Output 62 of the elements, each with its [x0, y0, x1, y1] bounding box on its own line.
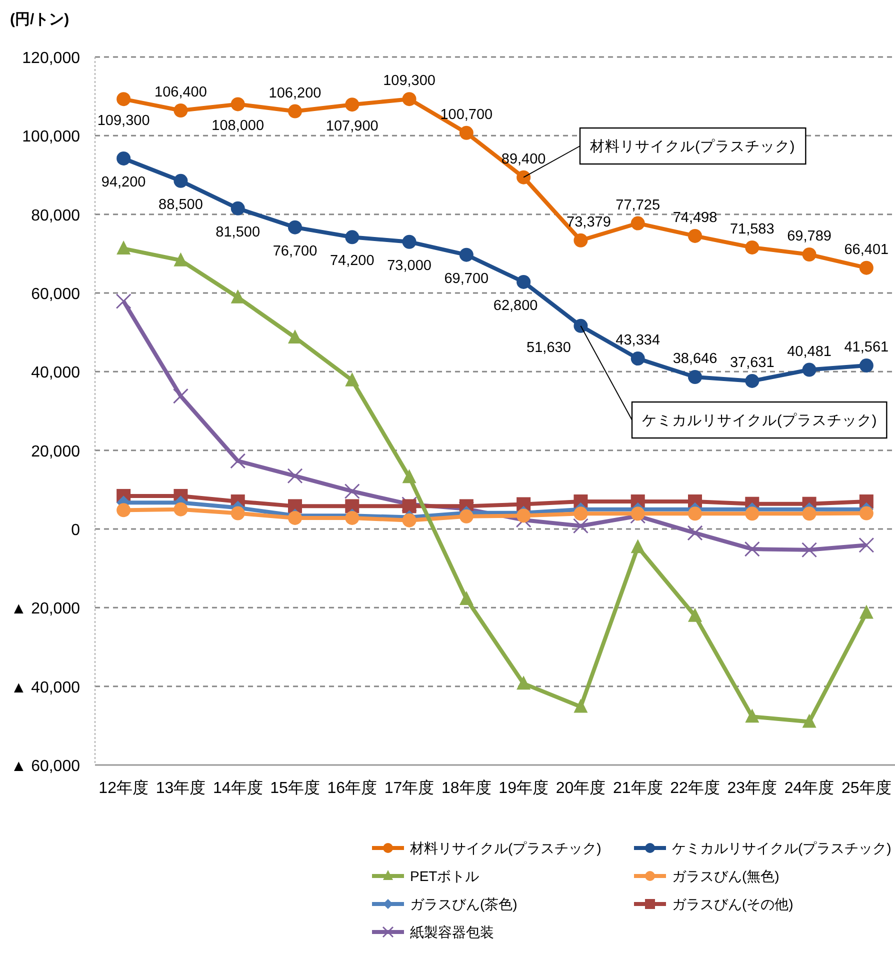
data-label: 71,583 — [730, 221, 774, 238]
data-label: 69,700 — [444, 270, 489, 287]
data-label: 94,200 — [101, 174, 146, 190]
legend-label: ガラスびん(茶色) — [410, 896, 518, 912]
x-tick-label: 25年度 — [842, 779, 892, 797]
legend-label: PETボトル — [410, 868, 480, 884]
data-label: 40,481 — [787, 344, 832, 360]
data-label: 38,646 — [672, 350, 718, 367]
y-tick-label: 60,000 — [31, 286, 80, 303]
data-label: 100,700 — [440, 106, 493, 123]
data-label: 109,300 — [383, 73, 436, 90]
data-label: 74,200 — [330, 253, 374, 270]
data-label: 106,200 — [268, 85, 322, 102]
legend-label: ガラスびん(その他) — [672, 896, 794, 912]
data-label: 43,334 — [616, 332, 660, 349]
x-tick-label: 22年度 — [670, 779, 720, 797]
data-label: 107,900 — [326, 118, 378, 135]
y-axis-title: (円/トン) — [10, 11, 70, 28]
data-label: 37,631 — [730, 354, 774, 371]
x-tick-label: 21年度 — [612, 779, 663, 797]
y-tick-label: 20,000 — [31, 443, 80, 460]
annotation: ケミカルリサイクル(プラスチック) — [642, 412, 877, 429]
data-label: 51,630 — [526, 340, 571, 356]
x-tick-label: 18年度 — [442, 779, 492, 797]
annotation: 材料リサイクル(プラスチック) — [589, 138, 795, 155]
y-tick-label: 120,000 — [22, 50, 80, 67]
x-tick-label: 19年度 — [498, 779, 548, 797]
legend-label: ガラスびん(無色) — [672, 868, 780, 884]
y-tick-label: ▲ 60,000 — [10, 758, 80, 775]
data-label: 74,498 — [672, 210, 718, 226]
y-tick-label: 40,000 — [31, 364, 80, 382]
x-tick-label: 15年度 — [270, 779, 320, 797]
data-label: 81,500 — [216, 224, 260, 240]
x-tick-label: 24年度 — [784, 779, 834, 797]
y-tick-label: 0 — [71, 522, 80, 539]
data-label: 73,000 — [387, 258, 432, 274]
legend-label: 材料リサイクル(プラスチック) — [409, 840, 602, 856]
y-tick-label: ▲ 20,000 — [10, 600, 80, 618]
x-tick-label: 17年度 — [384, 779, 434, 797]
x-tick-label: 13年度 — [156, 779, 206, 797]
data-label: 76,700 — [272, 243, 318, 260]
data-label: 73,379 — [566, 214, 611, 230]
data-label: 69,789 — [787, 228, 832, 244]
legend-label: ケミカルリサイクル(プラスチック) — [672, 840, 892, 856]
legend-label: 紙製容器包装 — [410, 924, 494, 940]
y-tick-label: ▲ 40,000 — [10, 679, 80, 696]
x-tick-label: 23年度 — [727, 779, 778, 797]
x-tick-label: 12年度 — [98, 779, 148, 797]
data-label: 89,400 — [501, 151, 546, 168]
data-label: 77,725 — [616, 197, 660, 214]
y-tick-label: 80,000 — [31, 207, 80, 224]
data-label: 108,000 — [212, 118, 264, 134]
y-tick-label: 100,000 — [22, 128, 80, 146]
x-tick-label: 16年度 — [327, 779, 378, 797]
x-tick-label: 14年度 — [212, 779, 263, 797]
data-label: 106,400 — [154, 84, 207, 100]
data-label: 62,800 — [493, 298, 538, 314]
data-label: 66,401 — [844, 242, 889, 258]
data-label: 88,500 — [158, 196, 203, 213]
data-label: 41,561 — [844, 340, 889, 356]
data-label: 109,300 — [97, 113, 150, 130]
x-tick-label: 20年度 — [556, 779, 606, 797]
